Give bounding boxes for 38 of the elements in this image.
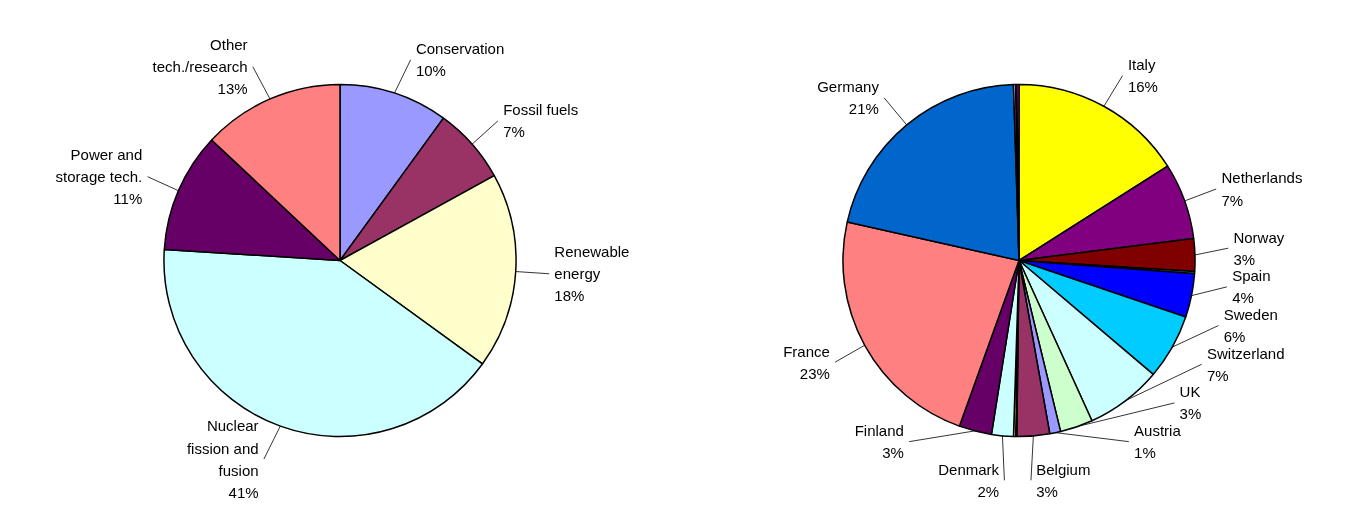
slice-label: Italy [1127,56,1156,74]
data-label: 2% [977,482,1000,500]
slice-label: Finland [854,422,904,440]
data-label: 3% [1179,405,1202,423]
data-label: 3% [1036,482,1058,500]
slice-label: Other tech./research [152,36,248,76]
data-label: 3% [882,444,904,462]
slice-label: Switzerland [1207,344,1285,362]
slice-label: France [783,342,830,360]
data-label: 11% [113,190,143,208]
data-label: 18% [554,287,585,305]
slice-label: Netherlands [1221,169,1303,187]
slice-label: Sweden [1223,306,1278,324]
slice-label: Nuclear fission and fusion [186,417,259,479]
data-label: 7% [1207,366,1229,384]
data-label: 7% [503,123,525,141]
data-label: 13% [217,80,248,98]
data-label: 41% [228,483,259,501]
data-label: 23% [799,364,830,382]
slice-label: Norway [1233,228,1285,246]
slice-label: Austria [1134,422,1182,440]
data-label: 3% [1233,250,1256,268]
data-label: 6% [1223,328,1246,346]
slice-label: Denmark [938,460,1000,478]
data-label: 1% [1134,444,1156,462]
slice-label: Belgium [1036,460,1091,478]
slice-label: Germany [817,78,880,96]
slice-label: Fossil fuels [503,101,579,119]
slice-label: Spain [1232,267,1271,285]
slice-label: UK [1179,383,1201,401]
slice-label: Conservation [415,40,505,58]
data-label: 21% [848,100,879,118]
data-label: 7% [1221,191,1244,209]
slice-label: Renewable energy [554,243,630,283]
data-label: 16% [1127,78,1158,96]
slice-label: Power and storage tech. [55,146,143,186]
data-label: 4% [1232,289,1254,307]
data-label: 10% [415,62,446,80]
